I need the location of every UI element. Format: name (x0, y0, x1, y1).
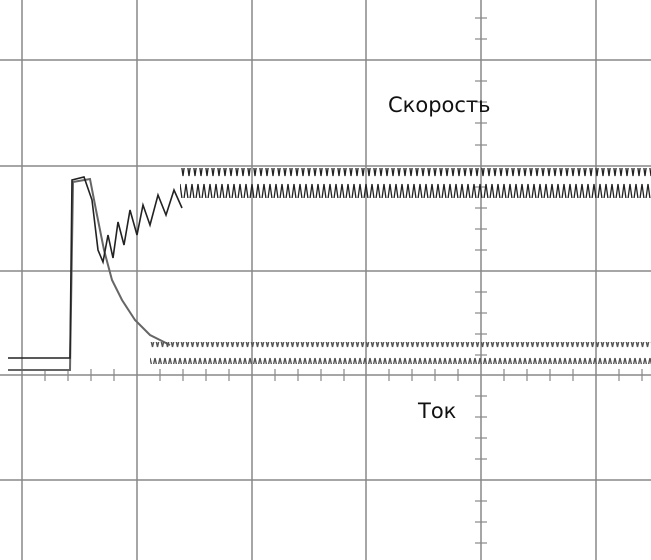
axis-ticks (44, 17, 643, 544)
current-label: Ток (417, 399, 456, 423)
speed-label: Скорость (388, 93, 491, 117)
speed-trace (8, 168, 651, 359)
current-trace (8, 177, 651, 371)
